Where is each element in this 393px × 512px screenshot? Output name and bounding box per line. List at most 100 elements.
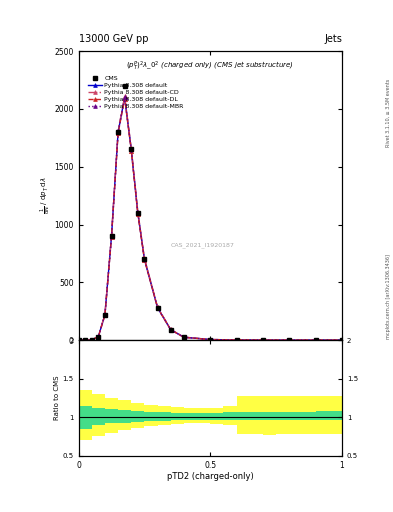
Pythia 8.308 default [96, 334, 101, 340]
Pythia 8.308 default-MBR [96, 334, 101, 340]
Pythia 8.308 default-CD [76, 337, 81, 343]
Pythia 8.308 default [340, 337, 344, 343]
CMS [155, 305, 160, 311]
Pythia 8.308 default-DL [129, 147, 134, 154]
CMS [83, 337, 88, 343]
Text: CAS_2021_I1920187: CAS_2021_I1920187 [171, 242, 234, 248]
Text: mcplots.cern.ch [arXiv:1306.3436]: mcplots.cern.ch [arXiv:1306.3436] [386, 254, 391, 339]
Pythia 8.308 default [155, 305, 160, 311]
CMS [109, 233, 114, 239]
Pythia 8.308 default-MBR [261, 337, 265, 343]
Pythia 8.308 default-DL [208, 336, 213, 343]
Pythia 8.308 default-DL [182, 334, 186, 340]
Pythia 8.308 default [261, 337, 265, 343]
Text: $(p_T^P)^2\lambda\_0^2$ (charged only) (CMS jet substructure): $(p_T^P)^2\lambda\_0^2$ (charged only) (… [126, 60, 294, 73]
Pythia 8.308 default-CD [182, 334, 186, 340]
Pythia 8.308 default-CD [168, 327, 173, 333]
Pythia 8.308 default-MBR [129, 146, 134, 153]
Pythia 8.308 default [116, 129, 120, 135]
CMS [182, 334, 186, 340]
Pythia 8.308 default-DL [103, 312, 107, 318]
Pythia 8.308 default [103, 312, 107, 318]
Pythia 8.308 default-DL [116, 130, 120, 136]
Pythia 8.308 default-CD [261, 337, 265, 343]
Pythia 8.308 default-CD [103, 311, 107, 317]
Pythia 8.308 default-CD [142, 255, 147, 261]
CMS [208, 336, 213, 343]
CMS [96, 334, 101, 340]
Text: 13000 GeV pp: 13000 GeV pp [79, 33, 148, 44]
Pythia 8.308 default-CD [90, 337, 94, 343]
Pythia 8.308 default-DL [287, 337, 292, 343]
Pythia 8.308 default [129, 146, 134, 153]
Pythia 8.308 default [122, 94, 127, 100]
CMS [234, 337, 239, 343]
Pythia 8.308 default-CD [129, 145, 134, 152]
Pythia 8.308 default-DL [90, 337, 94, 343]
Pythia 8.308 default-DL [261, 337, 265, 343]
Pythia 8.308 default-DL [96, 334, 101, 340]
Pythia 8.308 default-CD [83, 337, 88, 343]
Y-axis label: $\mathrm{\frac{1}{\mathrm{d}N}}$ / $\mathrm{d}p_T\,\mathrm{d}\lambda$: $\mathrm{\frac{1}{\mathrm{d}N}}$ / $\mat… [39, 177, 53, 215]
CMS [261, 337, 265, 343]
Pythia 8.308 default-MBR [142, 256, 147, 262]
Pythia 8.308 default-CD [287, 337, 292, 343]
Pythia 8.308 default-DL [136, 211, 140, 217]
Pythia 8.308 default-MBR [340, 337, 344, 343]
CMS [90, 337, 94, 343]
Line: Pythia 8.308 default-MBR: Pythia 8.308 default-MBR [77, 95, 344, 342]
Pythia 8.308 default-MBR [208, 336, 213, 343]
Pythia 8.308 default-DL [76, 337, 81, 343]
Pythia 8.308 default-CD [340, 337, 344, 343]
Pythia 8.308 default [208, 336, 213, 343]
CMS [136, 210, 140, 216]
Pythia 8.308 default [287, 337, 292, 343]
Pythia 8.308 default-MBR [83, 337, 88, 343]
CMS [122, 83, 127, 89]
Legend: CMS, Pythia 8.308 default, Pythia 8.308 default-CD, Pythia 8.308 default-DL, Pyt: CMS, Pythia 8.308 default, Pythia 8.308 … [87, 75, 185, 110]
Line: Pythia 8.308 default: Pythia 8.308 default [77, 95, 344, 342]
Pythia 8.308 default-DL [142, 257, 147, 263]
Pythia 8.308 default-CD [155, 304, 160, 310]
Pythia 8.308 default [142, 256, 147, 262]
Pythia 8.308 default-MBR [182, 334, 186, 340]
Pythia 8.308 default [234, 337, 239, 343]
Pythia 8.308 default-CD [122, 93, 127, 99]
Pythia 8.308 default [76, 337, 81, 343]
Pythia 8.308 default [182, 334, 186, 340]
X-axis label: pTD2 (charged-only): pTD2 (charged-only) [167, 472, 253, 481]
Pythia 8.308 default [90, 337, 94, 343]
Pythia 8.308 default-MBR [103, 312, 107, 318]
Pythia 8.308 default-CD [96, 334, 101, 340]
CMS [142, 256, 147, 262]
Line: Pythia 8.308 default-CD: Pythia 8.308 default-CD [77, 94, 344, 342]
CMS [129, 146, 134, 153]
Y-axis label: Ratio to CMS: Ratio to CMS [54, 376, 60, 420]
Pythia 8.308 default-MBR [168, 327, 173, 333]
Pythia 8.308 default-CD [234, 337, 239, 343]
Pythia 8.308 default-MBR [122, 94, 127, 100]
Pythia 8.308 default-MBR [313, 337, 318, 343]
Pythia 8.308 default-MBR [76, 337, 81, 343]
Pythia 8.308 default [168, 327, 173, 333]
Pythia 8.308 default [83, 337, 88, 343]
Pythia 8.308 default [136, 210, 140, 216]
Pythia 8.308 default-CD [109, 232, 114, 238]
Pythia 8.308 default [109, 233, 114, 239]
Pythia 8.308 default-MBR [109, 233, 114, 239]
CMS [313, 337, 318, 343]
Pythia 8.308 default-DL [168, 327, 173, 333]
Pythia 8.308 default [313, 337, 318, 343]
CMS [168, 327, 173, 333]
CMS [287, 337, 292, 343]
CMS [103, 312, 107, 318]
Pythia 8.308 default-MBR [234, 337, 239, 343]
Pythia 8.308 default-MBR [116, 129, 120, 135]
Pythia 8.308 default-DL [234, 337, 239, 343]
CMS [116, 129, 120, 135]
Pythia 8.308 default-DL [340, 337, 344, 343]
Pythia 8.308 default-MBR [287, 337, 292, 343]
Pythia 8.308 default-MBR [155, 305, 160, 311]
Pythia 8.308 default-DL [122, 96, 127, 102]
Text: Rivet 3.1.10, ≥ 3.5M events: Rivet 3.1.10, ≥ 3.5M events [386, 78, 391, 147]
